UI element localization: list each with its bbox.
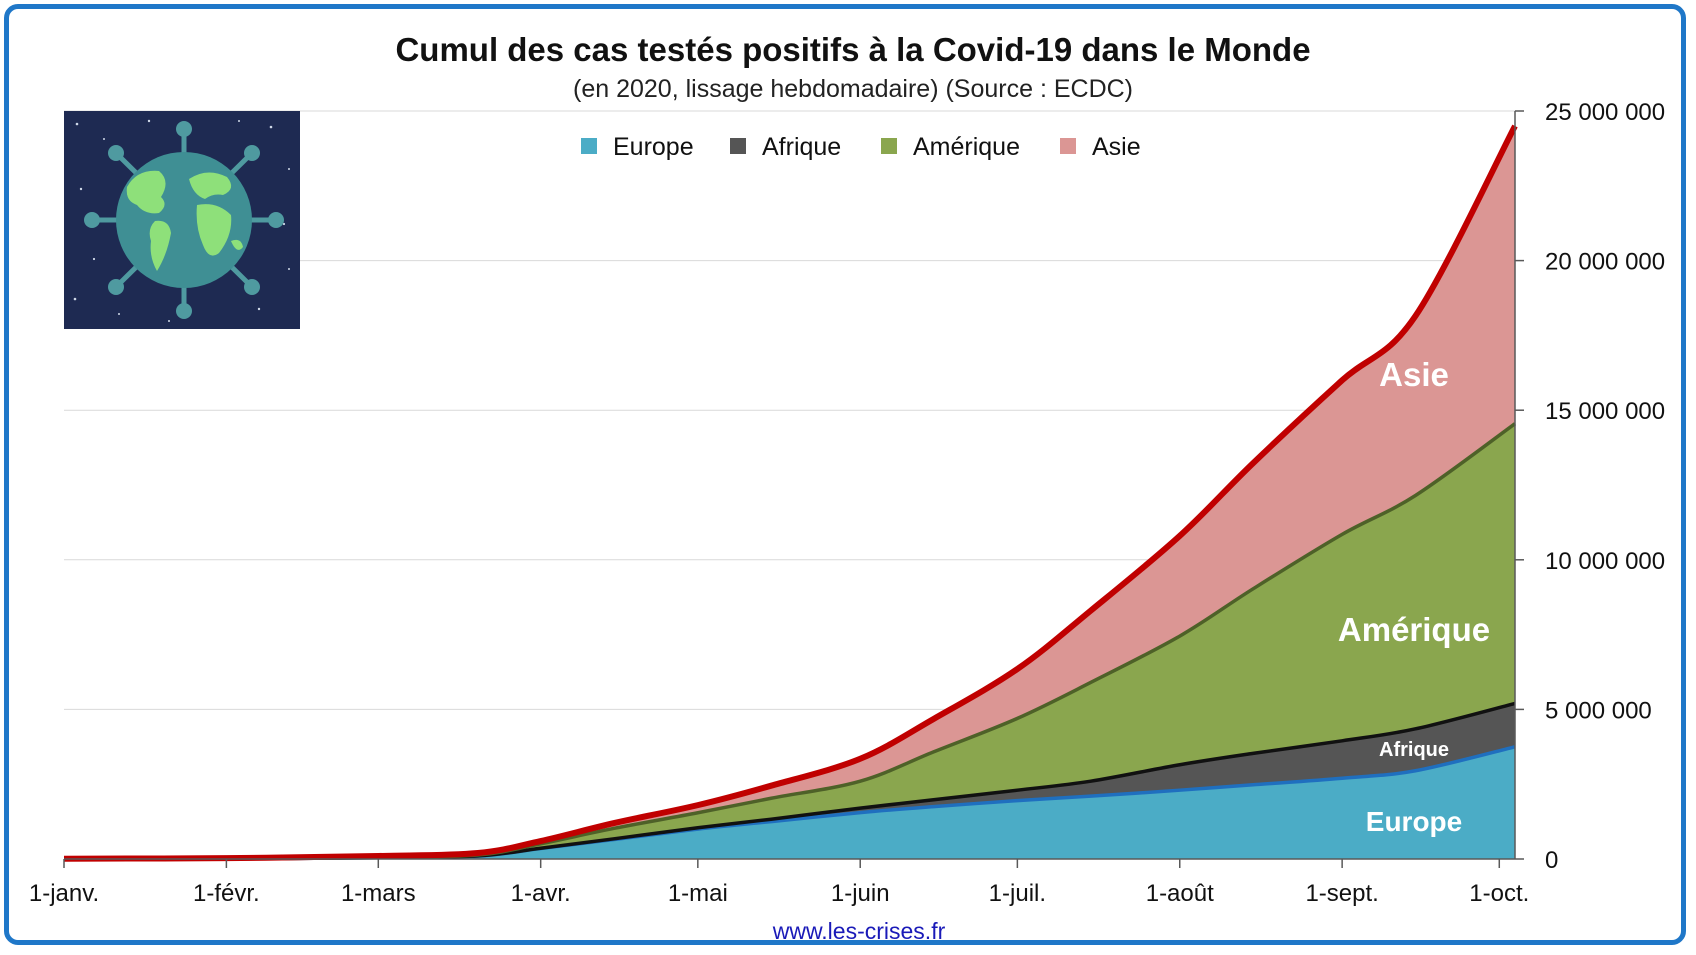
area-afrique	[64, 703, 1515, 859]
annotation-label: Asie	[1379, 356, 1449, 393]
chart-subtitle: (en 2020, lissage hebdomadaire) (Source …	[573, 75, 1133, 103]
x-tick-label: 1-janv.	[29, 880, 99, 907]
x-tick-label: 1-août	[1146, 880, 1214, 907]
area-amerique	[64, 423, 1515, 860]
axes	[64, 111, 1516, 860]
series-lines	[63, 124, 1518, 862]
chart-title: Cumul des cas testés positifs à la Covid…	[395, 31, 1310, 68]
annotation-label: Amérique	[1338, 611, 1490, 648]
y-tick-label: 25 000 000	[1545, 99, 1665, 126]
legend-swatch	[881, 138, 897, 154]
y-tick-label: 5 000 000	[1545, 697, 1652, 724]
legend-label: Afrique	[762, 133, 841, 161]
x-tick-labels: 1-janv. 1-févr. 1-mars 1-avr. 1-mai 1-juin 1-j…	[29, 859, 1529, 907]
area-europe	[64, 746, 1515, 859]
annotation-label: Afrique	[1379, 739, 1449, 761]
legend-swatch	[1060, 138, 1076, 154]
annotation-label: Europe	[1366, 806, 1462, 837]
chart-frame: Cumul des cas testés positifs à la Covid…	[4, 4, 1686, 945]
x-tick-label: 1-avr.	[511, 880, 571, 907]
area-annotations: Europe Afrique Amérique Asie	[1338, 356, 1490, 837]
y-tick-label: 20 000 000	[1545, 249, 1665, 276]
x-tick-label: 1-juil.	[989, 880, 1046, 907]
chart: Cumul des cas testés positifs à la Covid…	[29, 31, 1665, 944]
x-tick-label: 1-sept.	[1305, 880, 1378, 907]
line-asie	[63, 124, 1518, 862]
legend: Europe Afrique Amérique Asie	[581, 133, 1141, 161]
x-tick-label: 1-mai	[668, 880, 728, 907]
y-tick-label: 15 000 000	[1545, 398, 1665, 425]
globe-virus-icon	[64, 111, 300, 329]
legend-label: Europe	[613, 133, 694, 161]
x-tick-label: 1-juin	[831, 880, 890, 907]
x-tick-label: 1-févr.	[193, 880, 260, 907]
y-tick-label: 0	[1545, 847, 1558, 874]
legend-label: Asie	[1092, 133, 1141, 161]
source-link[interactable]: www.les-crises.fr	[772, 918, 946, 944]
legend-swatch	[581, 138, 597, 154]
x-tick-label: 1-oct.	[1469, 880, 1529, 907]
legend-swatch	[730, 138, 746, 154]
x-tick-label: 1-mars	[341, 880, 416, 907]
y-tick-label: 10 000 000	[1545, 548, 1665, 575]
y-tick-labels: 0 5 000 000 10 000 000 15 000 000 20 000 000…	[1515, 99, 1665, 874]
legend-label: Amérique	[913, 133, 1020, 161]
